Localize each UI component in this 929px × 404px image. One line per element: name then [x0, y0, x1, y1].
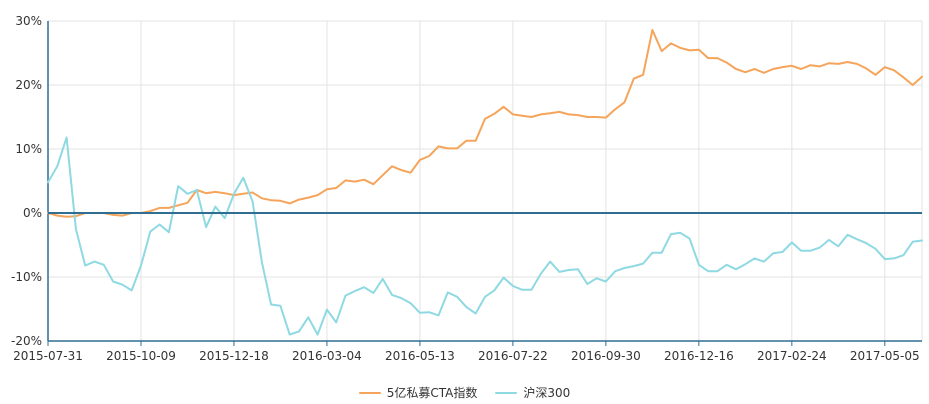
legend-label-hs300: 沪深300: [523, 386, 571, 400]
y-tick-label: 20%: [15, 78, 42, 92]
x-tick-label: 2016-07-22: [478, 349, 548, 363]
y-tick-label: 30%: [15, 14, 42, 28]
legend-item-hs300[interactable]: 沪深300: [495, 384, 570, 401]
legend-swatch-hs300: [495, 391, 518, 394]
x-tick-label: 2017-02-24: [757, 349, 827, 363]
y-tick-label: 0%: [23, 206, 42, 220]
legend: 5亿私募CTA指数 沪深300: [0, 384, 929, 401]
y-tick-label: -10%: [11, 270, 42, 284]
legend-label-cta: 5亿私募CTA指数: [386, 386, 478, 400]
x-tick-label: 2016-09-30: [571, 349, 641, 363]
x-tick-label: 2015-10-09: [106, 349, 176, 363]
series-line-1: [47, 136, 923, 336]
legend-item-cta[interactable]: 5亿私募CTA指数: [358, 384, 478, 401]
series-layer: [47, 29, 923, 336]
line-chart: -20% -10% 0% 10% 20% 30% 2015-07-31 2015-10-09 2…: [11, 14, 923, 363]
legend-swatch-cta: [358, 391, 381, 394]
tick-label-layer: -20% -10% 0% 10% 20% 30% 2015-07-31 2015-10-09 2…: [11, 14, 920, 363]
x-tick-label: 2016-12-16: [664, 349, 734, 363]
y-tick-label: -20%: [11, 334, 42, 348]
x-tick-label: 2015-12-18: [199, 349, 269, 363]
x-tick-label: 2016-05-13: [385, 349, 455, 363]
x-tick-label: 2016-03-04: [292, 349, 362, 363]
x-tick-label: 2017-05-05: [850, 349, 920, 363]
y-tick-label: 10%: [15, 142, 42, 156]
grid-layer: [48, 20, 923, 342]
series-line-0: [47, 29, 923, 218]
x-tick-label: 2015-07-31: [13, 349, 83, 363]
